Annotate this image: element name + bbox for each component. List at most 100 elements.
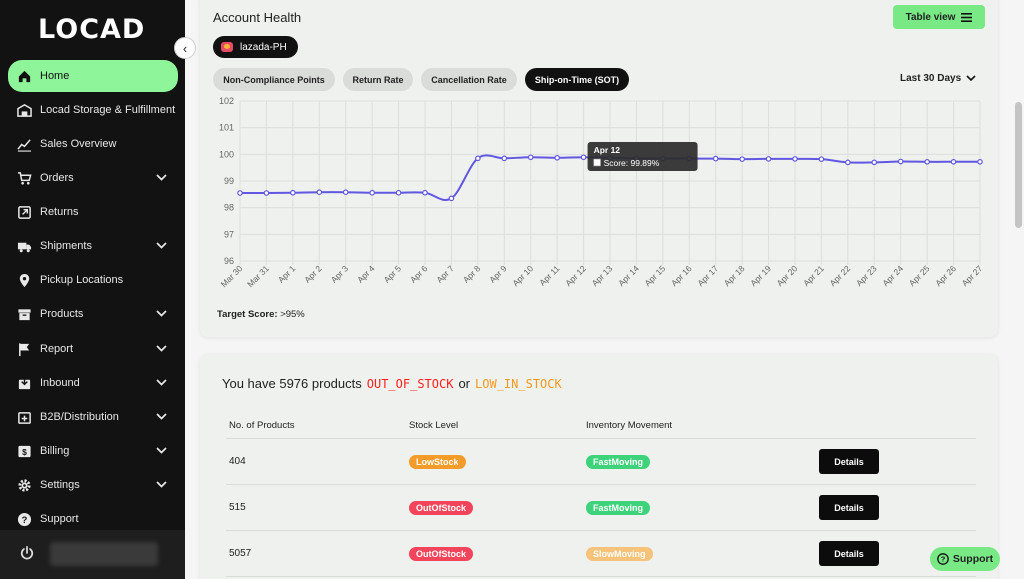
sidebar-item-settings[interactable]: Settings bbox=[8, 469, 178, 501]
data-point bbox=[501, 155, 508, 162]
table-view-label: Table view bbox=[905, 11, 956, 23]
chevron-down-icon bbox=[156, 411, 170, 423]
x-tick-label: Apr 18 bbox=[722, 263, 747, 288]
details-button[interactable]: Details bbox=[819, 541, 879, 566]
data-point bbox=[977, 159, 983, 165]
data-point bbox=[554, 154, 560, 161]
target-score-value: >95% bbox=[280, 309, 305, 320]
support-label: Support bbox=[952, 553, 994, 565]
y-tick-label: 99 bbox=[224, 176, 234, 186]
sidebar-item-label: Orders bbox=[40, 172, 74, 184]
x-tick-label: Apr 26 bbox=[933, 263, 958, 288]
svg-text:$: $ bbox=[22, 446, 27, 456]
pin-icon bbox=[16, 272, 32, 288]
x-tick-label: Apr 10 bbox=[510, 263, 535, 288]
flag-icon bbox=[16, 341, 32, 357]
data-point bbox=[950, 159, 957, 165]
data-point bbox=[316, 189, 323, 196]
sidebar-item-label: Settings bbox=[40, 479, 80, 491]
table-view-button[interactable]: Table view bbox=[893, 5, 985, 29]
data-point bbox=[897, 158, 904, 165]
sidebar-item-label: Products bbox=[40, 308, 84, 320]
svg-text:?: ? bbox=[21, 515, 27, 525]
sidebar-item-b2b-distribution[interactable]: B2B/Distribution bbox=[8, 401, 178, 433]
date-range-dropdown[interactable]: Last 30 Days bbox=[900, 73, 976, 84]
date-range-label: Last 30 Days bbox=[900, 73, 962, 84]
account-health-title: Account Health bbox=[213, 10, 302, 25]
sidebar-item-pickup-locations[interactable]: Pickup Locations bbox=[8, 264, 178, 296]
data-point bbox=[263, 190, 270, 196]
collapse-sidebar-button[interactable]: ‹ bbox=[174, 37, 196, 59]
x-tick-label: Apr 2 bbox=[302, 263, 324, 285]
chevron-down-icon bbox=[156, 343, 170, 355]
power-icon[interactable] bbox=[20, 546, 34, 565]
data-point bbox=[475, 155, 481, 162]
sidebar-item-report[interactable]: Report bbox=[8, 333, 178, 365]
sidebar-item-shipments[interactable]: Shipments bbox=[8, 230, 178, 262]
data-point bbox=[924, 159, 930, 165]
help-icon: ? bbox=[937, 553, 949, 565]
billing-icon: $ bbox=[16, 443, 32, 459]
tab-cancellation-rate[interactable]: Cancellation Rate bbox=[421, 68, 517, 91]
x-tick-label: Apr 19 bbox=[748, 263, 773, 288]
scrollbar-thumb[interactable] bbox=[1015, 102, 1022, 228]
sidebar-item-billing[interactable]: $ Billing bbox=[8, 435, 178, 467]
column-header-count: No. of Products bbox=[229, 420, 295, 431]
x-tick-label: Apr 3 bbox=[329, 263, 351, 285]
tab-ship-on-time[interactable]: Ship-on-Time (SOT) bbox=[525, 68, 629, 91]
sidebar-item-orders[interactable]: Orders bbox=[8, 162, 178, 194]
sidebar: LOCAD Home Locad Storage & Fulfillment Sal… bbox=[0, 0, 185, 579]
tooltip-box bbox=[587, 142, 698, 171]
sidebar-item-label: Locad Storage & Fulfillment bbox=[40, 104, 176, 116]
sidebar-footer bbox=[0, 530, 185, 579]
sidebar-item-returns[interactable]: Returns bbox=[8, 196, 178, 228]
x-tick-label: Apr 21 bbox=[801, 263, 826, 288]
gear-icon bbox=[16, 477, 32, 493]
tab-return-rate[interactable]: Return Rate bbox=[343, 68, 413, 91]
sidebar-item-label: Inbound bbox=[40, 377, 80, 389]
details-button[interactable]: Details bbox=[819, 449, 879, 474]
chevron-left-icon: ‹ bbox=[182, 40, 188, 56]
user-account-blurred[interactable] bbox=[50, 542, 158, 566]
account-health-card: Account Health Table view lazada-PH Non-… bbox=[200, 0, 998, 337]
sidebar-item-products[interactable]: Products bbox=[8, 298, 178, 330]
y-tick-label: 97 bbox=[224, 229, 234, 239]
chevron-down-icon bbox=[156, 240, 170, 252]
x-tick-label: Apr 22 bbox=[827, 263, 852, 288]
data-point bbox=[765, 156, 772, 162]
data-point bbox=[369, 189, 375, 196]
sidebar-item-inbound[interactable]: Inbound bbox=[8, 367, 178, 399]
x-tick-label: Apr 1 bbox=[276, 263, 298, 285]
cart-icon bbox=[16, 170, 32, 186]
data-point bbox=[845, 159, 851, 166]
product-count: 5057 bbox=[229, 548, 252, 559]
support-button[interactable]: ? Support bbox=[930, 547, 1000, 571]
tab-non-compliance-points[interactable]: Non-Compliance Points bbox=[213, 68, 335, 91]
y-tick-label: 102 bbox=[219, 96, 234, 106]
inbound-icon bbox=[16, 375, 32, 391]
home-icon bbox=[16, 68, 32, 84]
stock-headline: You have 5976 products OUT_OF_STOCK or L… bbox=[222, 376, 562, 391]
data-point bbox=[818, 156, 825, 162]
sidebar-item-home[interactable]: Home bbox=[8, 60, 178, 92]
stock-level-badge: OutOfStock bbox=[409, 501, 474, 515]
x-tick-label: Apr 24 bbox=[880, 263, 905, 288]
product-count: 515 bbox=[229, 502, 246, 513]
sidebar-item-label: Billing bbox=[40, 445, 70, 457]
tab-label: Non-Compliance Points bbox=[223, 74, 325, 85]
x-tick-label: Apr 20 bbox=[775, 263, 800, 288]
target-score: Target Score: >95% bbox=[217, 309, 305, 320]
data-point bbox=[422, 189, 428, 196]
sidebar-item-locad-storage-fulfillment[interactable]: Locad Storage & Fulfillment bbox=[8, 94, 178, 126]
shop-selector[interactable]: lazada-PH bbox=[213, 36, 298, 58]
sidebar-item-sales-overview[interactable]: Sales Overview bbox=[8, 128, 178, 160]
details-button[interactable]: Details bbox=[819, 495, 879, 520]
stock-alert-card: You have 5976 products OUT_OF_STOCK or L… bbox=[200, 354, 998, 579]
or-label: or bbox=[458, 376, 471, 391]
page-scrollbar[interactable] bbox=[1013, 0, 1024, 579]
lazada-icon bbox=[221, 42, 233, 52]
movement-badge: FastMoving bbox=[586, 455, 651, 469]
locad-logo[interactable]: LOCAD bbox=[38, 14, 146, 45]
tooltip-swatch bbox=[593, 158, 601, 167]
sidebar-item-support[interactable]: ? Support bbox=[8, 503, 178, 535]
